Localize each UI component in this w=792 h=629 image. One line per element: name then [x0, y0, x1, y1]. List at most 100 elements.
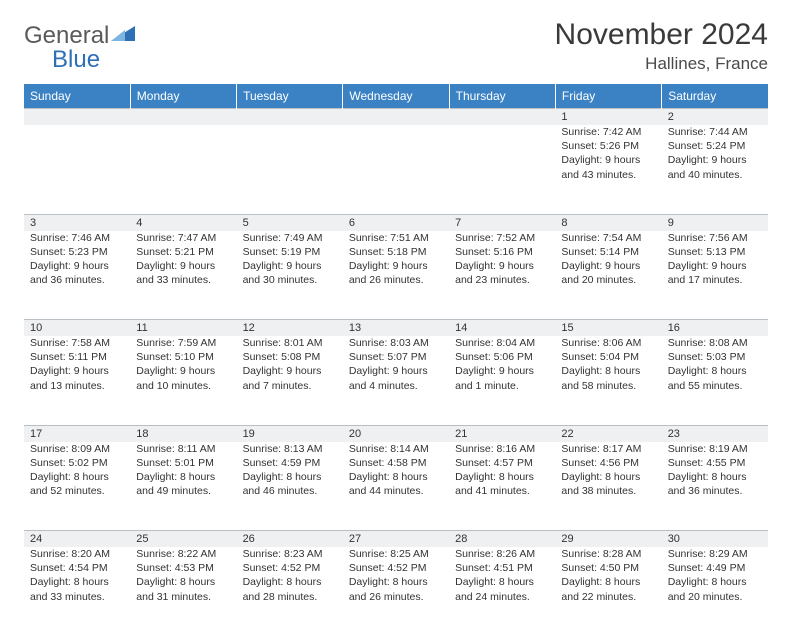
- day-cell: [24, 125, 130, 214]
- day-cell: [449, 125, 555, 214]
- sunrise-text: Sunrise: 8:22 AM: [136, 547, 230, 561]
- day-cell: Sunrise: 7:42 AMSunset: 5:26 PMDaylight:…: [555, 125, 661, 214]
- dl1-text: Daylight: 8 hours: [561, 364, 655, 378]
- dl1-text: Daylight: 9 hours: [455, 364, 549, 378]
- dl1-text: Daylight: 8 hours: [561, 470, 655, 484]
- sunrise-text: Sunrise: 7:49 AM: [243, 231, 337, 245]
- sunset-text: Sunset: 5:03 PM: [668, 350, 762, 364]
- sunrise-text: Sunrise: 8:14 AM: [349, 442, 443, 456]
- sunset-text: Sunset: 4:55 PM: [668, 456, 762, 470]
- day-cell: [237, 125, 343, 214]
- day-cell: [343, 125, 449, 214]
- dl2-text: and 24 minutes.: [455, 590, 549, 604]
- sunset-text: Sunset: 5:04 PM: [561, 350, 655, 364]
- day-cell: Sunrise: 8:26 AMSunset: 4:51 PMDaylight:…: [449, 547, 555, 619]
- day-number: 14: [449, 320, 555, 337]
- day-cell: Sunrise: 7:46 AMSunset: 5:23 PMDaylight:…: [24, 231, 130, 320]
- daynum-row: 12: [24, 109, 768, 126]
- dl1-text: Daylight: 8 hours: [668, 364, 762, 378]
- triangle-icon: [111, 30, 135, 47]
- dl2-text: and 36 minutes.: [30, 273, 124, 287]
- dl2-text: and 43 minutes.: [561, 168, 655, 182]
- sunset-text: Sunset: 4:50 PM: [561, 561, 655, 575]
- dl1-text: Daylight: 8 hours: [455, 575, 549, 589]
- sunset-text: Sunset: 5:08 PM: [243, 350, 337, 364]
- sunrise-text: Sunrise: 7:52 AM: [455, 231, 549, 245]
- dl2-text: and 46 minutes.: [243, 484, 337, 498]
- dl2-text: and 4 minutes.: [349, 379, 443, 393]
- sunset-text: Sunset: 5:21 PM: [136, 245, 230, 259]
- sunrise-text: Sunrise: 7:59 AM: [136, 336, 230, 350]
- day-cell: Sunrise: 8:20 AMSunset: 4:54 PMDaylight:…: [24, 547, 130, 619]
- day-number: 3: [24, 214, 130, 231]
- sunset-text: Sunset: 4:56 PM: [561, 456, 655, 470]
- day-number: 19: [237, 425, 343, 442]
- sunrise-text: Sunrise: 8:23 AM: [243, 547, 337, 561]
- day-number: 4: [130, 214, 236, 231]
- sunset-text: Sunset: 5:11 PM: [30, 350, 124, 364]
- sunrise-text: Sunrise: 7:44 AM: [668, 125, 762, 139]
- dl1-text: Daylight: 8 hours: [243, 575, 337, 589]
- dl2-text: and 30 minutes.: [243, 273, 337, 287]
- title-block: November 2024 Hallines, France: [555, 18, 768, 74]
- day-cell: Sunrise: 8:17 AMSunset: 4:56 PMDaylight:…: [555, 442, 661, 531]
- dl2-text: and 55 minutes.: [668, 379, 762, 393]
- day-header-saturday: Saturday: [662, 84, 768, 109]
- sunrise-text: Sunrise: 8:03 AM: [349, 336, 443, 350]
- dl2-text: and 20 minutes.: [668, 590, 762, 604]
- day-number: 16: [662, 320, 768, 337]
- logo-text-blue: Blue: [52, 46, 100, 73]
- sunset-text: Sunset: 4:52 PM: [243, 561, 337, 575]
- dl2-text: and 10 minutes.: [136, 379, 230, 393]
- dl1-text: Daylight: 9 hours: [668, 259, 762, 273]
- sunrise-text: Sunrise: 7:58 AM: [30, 336, 124, 350]
- sunrise-text: Sunrise: 7:46 AM: [30, 231, 124, 245]
- sunset-text: Sunset: 4:54 PM: [30, 561, 124, 575]
- day-number: 5: [237, 214, 343, 231]
- day-number: [343, 109, 449, 126]
- day-number: 28: [449, 531, 555, 548]
- calendar-page: GeneralBlue November 2024 Hallines, Fran…: [0, 0, 792, 629]
- day-number: 20: [343, 425, 449, 442]
- day-cell: Sunrise: 8:22 AMSunset: 4:53 PMDaylight:…: [130, 547, 236, 619]
- dl1-text: Daylight: 9 hours: [349, 259, 443, 273]
- sunset-text: Sunset: 5:24 PM: [668, 139, 762, 153]
- sunrise-text: Sunrise: 7:54 AM: [561, 231, 655, 245]
- dl2-text: and 7 minutes.: [243, 379, 337, 393]
- sunset-text: Sunset: 5:02 PM: [30, 456, 124, 470]
- title-month: November 2024: [555, 18, 768, 52]
- sunrise-text: Sunrise: 8:25 AM: [349, 547, 443, 561]
- sunset-text: Sunset: 5:07 PM: [349, 350, 443, 364]
- day-cell: Sunrise: 8:14 AMSunset: 4:58 PMDaylight:…: [343, 442, 449, 531]
- sunset-text: Sunset: 4:49 PM: [668, 561, 762, 575]
- day-cell: Sunrise: 8:23 AMSunset: 4:52 PMDaylight:…: [237, 547, 343, 619]
- day-cell: Sunrise: 8:11 AMSunset: 5:01 PMDaylight:…: [130, 442, 236, 531]
- dl1-text: Daylight: 9 hours: [668, 153, 762, 167]
- day-cell: Sunrise: 8:06 AMSunset: 5:04 PMDaylight:…: [555, 336, 661, 425]
- day-number: [449, 109, 555, 126]
- dl1-text: Daylight: 8 hours: [136, 470, 230, 484]
- sunset-text: Sunset: 5:16 PM: [455, 245, 549, 259]
- sunset-text: Sunset: 5:19 PM: [243, 245, 337, 259]
- sunrise-text: Sunrise: 8:08 AM: [668, 336, 762, 350]
- dl2-text: and 13 minutes.: [30, 379, 124, 393]
- dl1-text: Daylight: 9 hours: [455, 259, 549, 273]
- day-number: 27: [343, 531, 449, 548]
- day-cell: Sunrise: 8:16 AMSunset: 4:57 PMDaylight:…: [449, 442, 555, 531]
- sunset-text: Sunset: 5:13 PM: [668, 245, 762, 259]
- week-row: Sunrise: 7:46 AMSunset: 5:23 PM Daylight:…: [24, 231, 768, 320]
- day-number: 24: [24, 531, 130, 548]
- sunrise-text: Sunrise: 8:19 AM: [668, 442, 762, 456]
- sunrise-text: Sunrise: 8:16 AM: [455, 442, 549, 456]
- day-cell: Sunrise: 8:01 AMSunset: 5:08 PMDaylight:…: [237, 336, 343, 425]
- day-number: 2: [662, 109, 768, 126]
- sunset-text: Sunset: 4:51 PM: [455, 561, 549, 575]
- daynum-row: 10111213141516: [24, 320, 768, 337]
- day-cell: Sunrise: 8:08 AMSunset: 5:03 PMDaylight:…: [662, 336, 768, 425]
- sunset-text: Sunset: 5:23 PM: [30, 245, 124, 259]
- dl2-text: and 20 minutes.: [561, 273, 655, 287]
- day-number: 9: [662, 214, 768, 231]
- week-row: Sunrise: 8:20 AMSunset: 4:54 PMDaylight:…: [24, 547, 768, 619]
- dl2-text: and 26 minutes.: [349, 590, 443, 604]
- dl1-text: Daylight: 8 hours: [349, 575, 443, 589]
